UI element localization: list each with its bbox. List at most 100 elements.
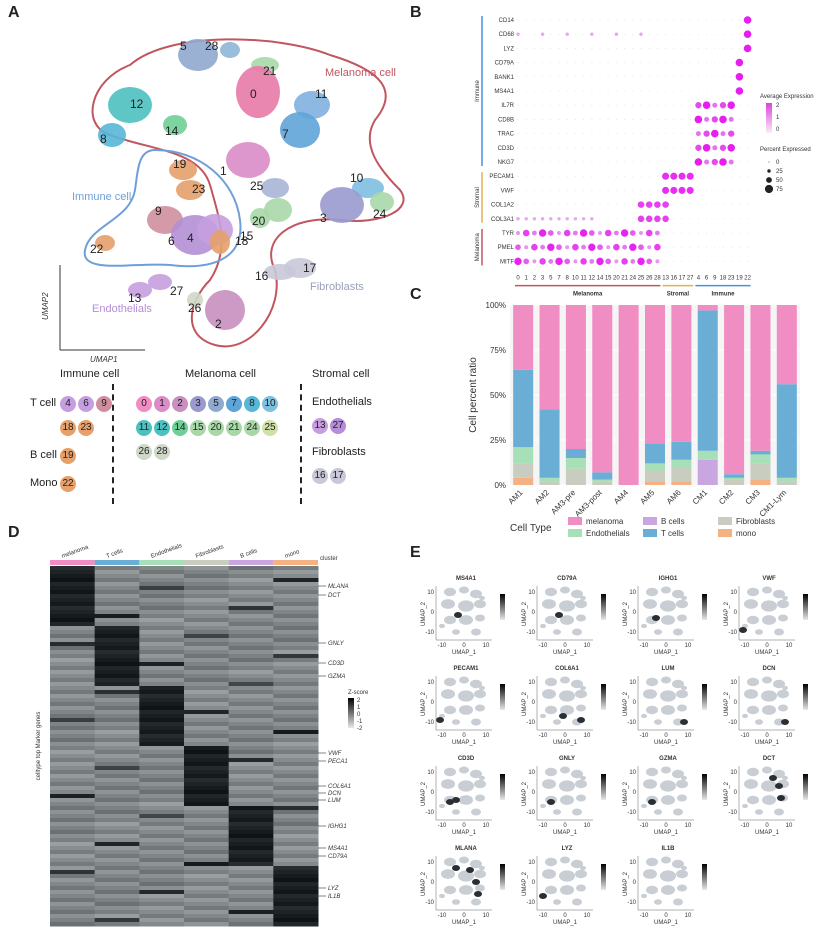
heatmap-cell [139, 834, 185, 839]
dotplot-dot [747, 118, 749, 120]
dotplot-dot [681, 76, 683, 78]
heatmap-cell [94, 734, 140, 739]
dotplot-dot [648, 62, 650, 64]
dotplot-cluster-label: 28 [654, 276, 661, 282]
heatmap-cell [228, 830, 274, 835]
dotplot-dot [647, 245, 652, 250]
bar-category-label: AM4 [612, 488, 630, 506]
dotplot-dot [583, 104, 585, 106]
heatmap-cell [228, 730, 274, 735]
heatmap-cell [184, 566, 230, 571]
dotplot-dot [640, 161, 642, 163]
dotplot-dot [599, 47, 601, 49]
umap-cluster-label: 9 [155, 204, 162, 218]
heatmap-cell [228, 566, 274, 571]
heatmap-cell [94, 638, 140, 643]
feature-ytick: -10 [425, 720, 434, 726]
bar-segment [565, 449, 586, 458]
heatmap-cell [94, 802, 140, 807]
feature-cell-cluster [576, 794, 586, 802]
dotplot-dot [697, 76, 699, 78]
heatmap-cell [50, 806, 96, 811]
heatmap-cell [94, 766, 140, 771]
dotplot-cluster-label: 14 [597, 276, 604, 282]
feature-cell-cluster [744, 599, 758, 609]
heatmap-cell [184, 594, 230, 599]
legend-cluster-chip: 4 [60, 396, 76, 412]
heatmap-cell [50, 822, 96, 827]
heatmap-cell [50, 906, 96, 911]
region-label-melanoma: Melanoma cell [325, 67, 396, 79]
feature-cell-cluster [672, 769, 684, 779]
dotplot-dot [689, 104, 691, 106]
bar-segment [724, 479, 745, 485]
feature-cell-cluster [782, 775, 788, 781]
dotplot-cluster-label: 19 [736, 276, 743, 282]
dotplot-dot [673, 161, 675, 163]
heatmap-cell [228, 646, 274, 651]
legend-fibroblasts-label: Fibroblasts [312, 446, 366, 458]
heatmap-cell [273, 878, 319, 883]
heatmap-cell [228, 878, 274, 883]
feature-plot-title: DCT [763, 756, 776, 762]
dotplot-dot [542, 90, 544, 92]
legend-cluster-chip: 16 [312, 468, 328, 484]
heatmap-cell [228, 822, 274, 827]
feature-cell-cluster [782, 595, 788, 601]
feature-xlabel: UMAP_1 [654, 830, 679, 836]
heatmap-cell [273, 734, 319, 739]
heatmap-cell [273, 874, 319, 879]
heatmap-cell [50, 698, 96, 703]
heatmap-cell [228, 866, 274, 871]
heatmap-cell [228, 886, 274, 891]
bar-ytick: 25% [490, 436, 506, 445]
dotplot-dot [654, 215, 661, 223]
heatmap-gene-label: COL6A1 [328, 784, 351, 790]
dotplot-dot [648, 19, 650, 21]
heatmap-cell [228, 690, 274, 695]
dotplot-dot [632, 47, 634, 49]
dotplot-dot [637, 201, 645, 208]
dotplot-cluster-label: 26 [646, 276, 653, 282]
feature-cell-cluster [545, 615, 557, 625]
dotplot-dot [523, 258, 530, 265]
heatmap-cell [184, 754, 230, 759]
dotplot-dot [624, 175, 626, 177]
umap-cluster-label: 23 [192, 182, 206, 196]
heatmap-cell [50, 770, 96, 775]
dotplot-dot [678, 186, 686, 194]
dotplot-dot [706, 260, 708, 262]
dotplot-dot [648, 104, 650, 106]
heatmap-cell [94, 598, 140, 603]
feature-xtick: 10 [685, 733, 692, 739]
feature-cell-cluster [475, 704, 485, 712]
heatmap-cell [50, 866, 96, 871]
heatmap-cell [50, 606, 96, 611]
dotplot-dot [673, 218, 675, 220]
heatmap-cell [50, 838, 96, 843]
heatmap-cell [139, 610, 185, 615]
bar-segment [671, 305, 692, 442]
heatmap-cell [273, 862, 319, 867]
heatmap-cell [50, 610, 96, 615]
gene-group-label: Melanoma [475, 233, 481, 262]
bar-segment [644, 481, 666, 485]
dotplot-dot [516, 217, 520, 221]
heatmap-cell [273, 842, 319, 847]
dotplot-dot [525, 76, 527, 78]
heatmap-cell [228, 850, 274, 855]
feature-xlabel: UMAP_1 [553, 740, 578, 746]
feature-ytick: -10 [526, 900, 535, 906]
dotplot-dot [743, 44, 752, 53]
heatmap-cell [184, 610, 230, 615]
dotplot-dot [589, 258, 595, 264]
heatmap-cell [273, 750, 319, 755]
heatmap-gene-label: CD3D [328, 661, 345, 667]
feature-cell-cluster [559, 780, 575, 792]
heatmap-cell [228, 714, 274, 719]
heatmap-cell [273, 906, 319, 911]
feature-cell-cluster [545, 705, 557, 715]
feature-xtick: 10 [685, 643, 692, 649]
